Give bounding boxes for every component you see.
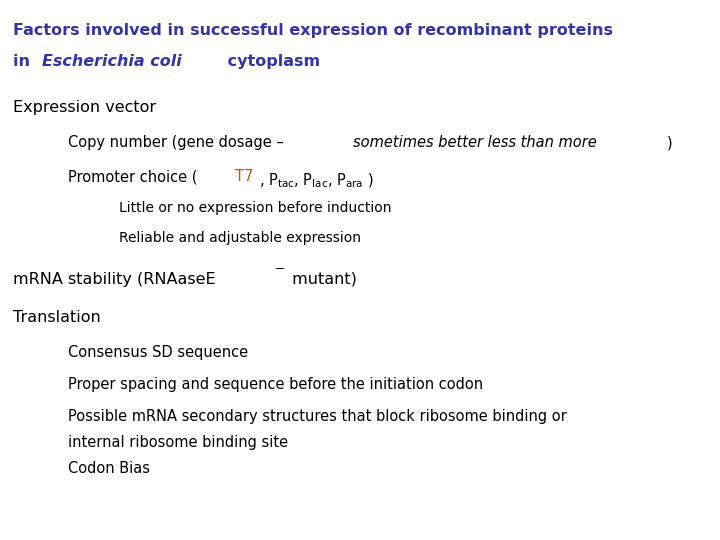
Text: Possible mRNA secondary structures that block ribosome binding or: Possible mRNA secondary structures that …	[68, 409, 567, 424]
Text: ): )	[667, 135, 673, 150]
Text: mRNA stability (RNAaseE: mRNA stability (RNAaseE	[13, 272, 215, 287]
Text: internal ribosome binding site: internal ribosome binding site	[68, 435, 289, 450]
Text: Translation: Translation	[13, 310, 101, 326]
Text: Proper spacing and sequence before the initiation codon: Proper spacing and sequence before the i…	[68, 377, 484, 392]
Text: −: −	[274, 262, 284, 275]
Text: Escherichia coli: Escherichia coli	[42, 54, 182, 69]
Text: in: in	[13, 54, 35, 69]
Text: Consensus SD sequence: Consensus SD sequence	[68, 345, 248, 360]
Text: Copy number (gene dosage –: Copy number (gene dosage –	[68, 135, 289, 150]
Text: sometimes better less than more: sometimes better less than more	[353, 135, 596, 150]
Text: Reliable and adjustable expression: Reliable and adjustable expression	[119, 231, 361, 245]
Text: Expression vector: Expression vector	[13, 100, 156, 115]
Text: Factors involved in successful expression of recombinant proteins: Factors involved in successful expressio…	[13, 23, 613, 38]
Text: Promoter choice (: Promoter choice (	[68, 169, 198, 184]
Text: Little or no expression before induction: Little or no expression before induction	[119, 201, 391, 215]
Text: , $\mathregular{P_{tac}}$, $\mathregular{P_{lac}}$, $\mathregular{P_{ara}}$ ): , $\mathregular{P_{tac}}$, $\mathregular…	[259, 171, 374, 190]
Text: mutant): mutant)	[287, 272, 357, 287]
Text: cytoplasm: cytoplasm	[222, 54, 320, 69]
Text: T7: T7	[235, 169, 254, 184]
Text: Codon Bias: Codon Bias	[68, 461, 150, 476]
